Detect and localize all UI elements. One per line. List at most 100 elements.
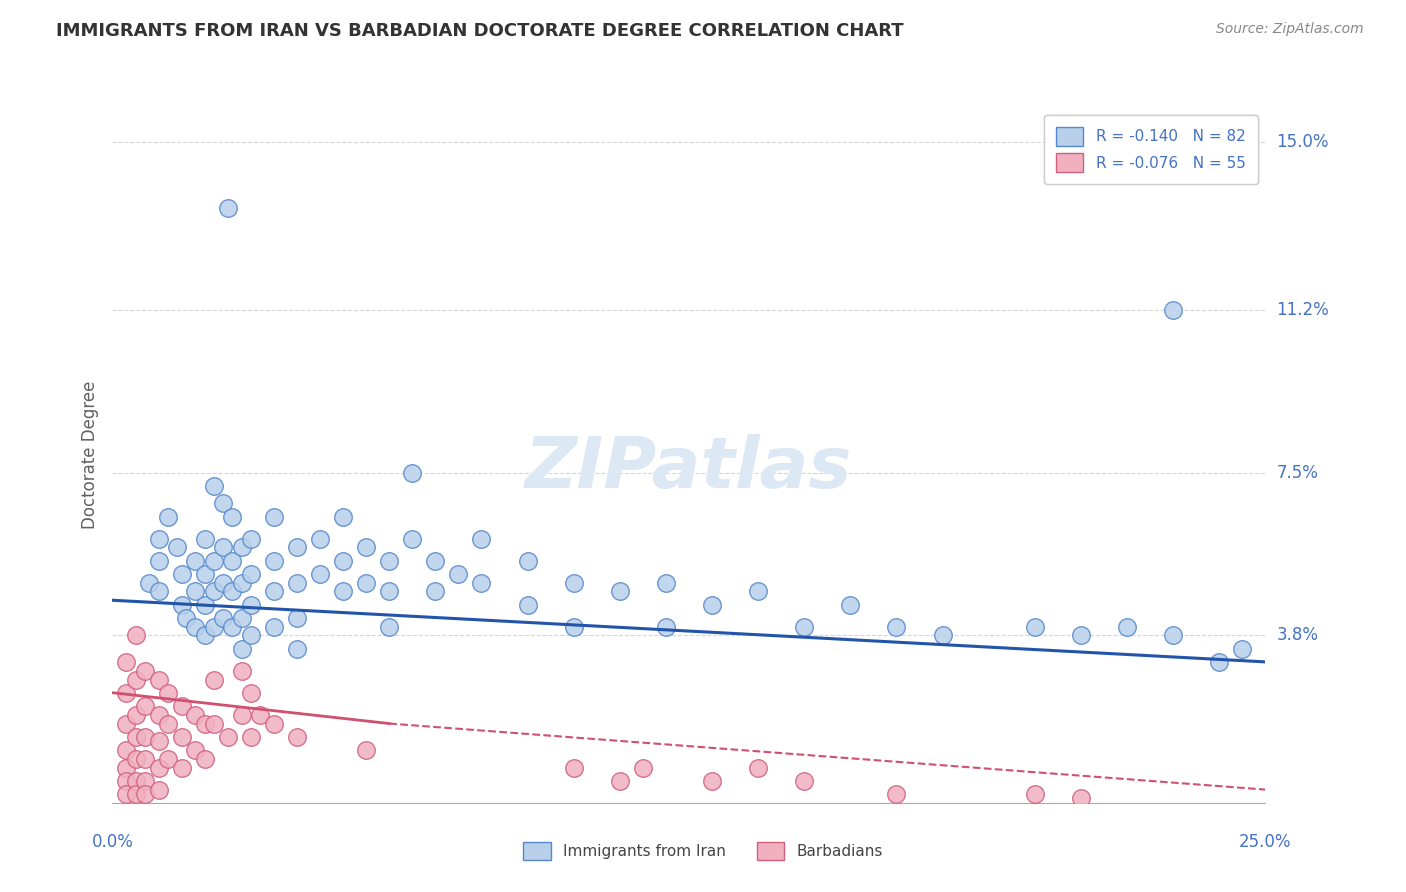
Point [148, 707, 170, 722]
Point [148, 584, 170, 599]
Point [184, 584, 207, 599]
Point [1208, 655, 1230, 669]
Point [931, 628, 953, 642]
Point [166, 541, 188, 555]
Point [631, 761, 654, 775]
Point [231, 641, 253, 656]
Point [1070, 628, 1092, 642]
Point [148, 782, 170, 797]
Point [124, 673, 146, 687]
Point [425, 584, 447, 599]
Point [202, 673, 225, 687]
Point [148, 673, 170, 687]
Point [231, 541, 253, 555]
Point [655, 620, 678, 634]
Point [886, 620, 908, 634]
Text: 7.5%: 7.5% [1277, 464, 1319, 482]
Point [239, 532, 262, 546]
Point [354, 743, 377, 757]
Text: ZIPatlas: ZIPatlas [526, 434, 852, 503]
Point [115, 716, 138, 731]
Point [1024, 620, 1046, 634]
Point [700, 773, 723, 788]
Point [470, 532, 492, 546]
Point [793, 620, 815, 634]
Point [285, 730, 308, 744]
Point [1070, 791, 1092, 805]
Point [239, 566, 262, 581]
Point [354, 541, 377, 555]
Point [212, 541, 235, 555]
Point [156, 686, 179, 700]
Point [202, 584, 225, 599]
Point [747, 584, 769, 599]
Point [156, 509, 179, 524]
Point [700, 598, 723, 612]
Point [156, 716, 179, 731]
Text: 0.0%: 0.0% [91, 833, 134, 851]
Point [747, 761, 769, 775]
Point [470, 575, 492, 590]
Point [202, 479, 225, 493]
Legend: R = -0.140   N = 82, R = -0.076   N = 55: R = -0.140 N = 82, R = -0.076 N = 55 [1043, 115, 1258, 184]
Point [124, 773, 146, 788]
Point [170, 761, 193, 775]
Point [194, 598, 217, 612]
Point [239, 686, 262, 700]
Point [134, 664, 156, 678]
Point [1161, 302, 1184, 317]
Point [170, 566, 193, 581]
Text: 15.0%: 15.0% [1277, 133, 1329, 152]
Point [170, 598, 193, 612]
Point [249, 707, 271, 722]
Point [263, 553, 285, 567]
Point [202, 716, 225, 731]
Point [332, 584, 354, 599]
Point [231, 664, 253, 678]
Point [124, 707, 146, 722]
Point [231, 707, 253, 722]
Text: IMMIGRANTS FROM IRAN VS BARBADIAN DOCTORATE DEGREE CORRELATION CHART: IMMIGRANTS FROM IRAN VS BARBADIAN DOCTOR… [56, 22, 904, 40]
Point [194, 752, 217, 766]
Point [378, 553, 401, 567]
Point [332, 553, 354, 567]
Point [1232, 641, 1254, 656]
Point [212, 496, 235, 510]
Point [309, 532, 332, 546]
Point [354, 575, 377, 590]
Point [212, 611, 235, 625]
Point [156, 752, 179, 766]
Point [217, 202, 239, 216]
Point [217, 730, 239, 744]
Point [263, 584, 285, 599]
Point [1116, 620, 1139, 634]
Point [221, 553, 243, 567]
Point [170, 730, 193, 744]
Point [309, 566, 332, 581]
Point [562, 575, 585, 590]
Point [194, 628, 217, 642]
Point [134, 730, 156, 744]
Point [231, 575, 253, 590]
Point [115, 686, 138, 700]
Point [609, 584, 631, 599]
Point [793, 773, 815, 788]
Point [148, 553, 170, 567]
Point [263, 509, 285, 524]
Point [134, 698, 156, 713]
Point [285, 575, 308, 590]
Point [124, 787, 146, 801]
Point [239, 730, 262, 744]
Text: 25.0%: 25.0% [1239, 833, 1292, 851]
Point [115, 743, 138, 757]
Point [401, 532, 423, 546]
Point [194, 532, 217, 546]
Point [1161, 628, 1184, 642]
Point [124, 730, 146, 744]
Point [447, 566, 470, 581]
Point [562, 620, 585, 634]
Point [609, 773, 631, 788]
Point [202, 620, 225, 634]
Point [134, 752, 156, 766]
Point [134, 787, 156, 801]
